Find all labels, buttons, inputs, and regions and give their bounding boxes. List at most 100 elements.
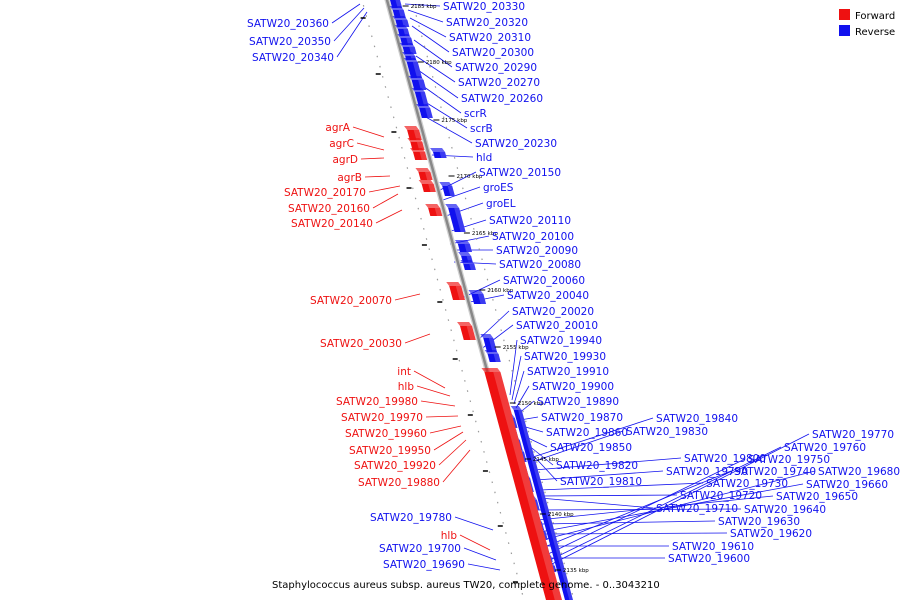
gene-label-groes[interactable]: groES: [483, 182, 514, 194]
gene-label-satw20-19640[interactable]: SATW20_19640: [744, 504, 826, 516]
gene-label-satw20-19760[interactable]: SATW20_19760: [784, 442, 866, 454]
gene-label-satw20-19780[interactable]: SATW20_19780: [370, 512, 452, 524]
gene-label-satw20-19850[interactable]: SATW20_19850: [550, 442, 632, 454]
gene-label-satw20-19830[interactable]: SATW20_19830: [626, 426, 708, 438]
gene-label-satw20-20260[interactable]: SATW20_20260: [461, 93, 543, 105]
leader-line: [467, 563, 501, 571]
leader-line: [541, 520, 716, 525]
leader-line: [442, 449, 471, 483]
gene-label-satw20-20020[interactable]: SATW20_20020: [512, 306, 594, 318]
gene-label-satw20-20110[interactable]: SATW20_20110: [489, 215, 571, 227]
gene-label-satw20-19800[interactable]: SATW20_19800: [684, 453, 766, 465]
gene-label-satw20-19730[interactable]: SATW20_19730: [706, 478, 788, 490]
gene-label-satw20-19960[interactable]: SATW20_19960: [345, 428, 427, 440]
guide-dots-left: [361, 0, 525, 600]
gene-label-satw20-19810[interactable]: SATW20_19810: [560, 476, 642, 488]
forward-gene-block: [418, 180, 436, 192]
reverse-gene-block: [439, 182, 455, 196]
gene-label-satw20-20040[interactable]: SATW20_20040: [507, 290, 589, 302]
gene-label-satw20-19890[interactable]: SATW20_19890: [537, 396, 619, 408]
reverse-gene-block: [480, 334, 498, 352]
gene-label-agrd[interactable]: agrD: [332, 154, 358, 166]
gene-label-satw20-19710[interactable]: SATW20_19710: [656, 503, 738, 515]
leader-line: [416, 385, 451, 397]
gene-label-satw20-20340[interactable]: SATW20_20340: [252, 52, 334, 64]
gene-label-satw20-20360[interactable]: SATW20_20360: [247, 18, 329, 30]
reverse-gene-block: [454, 240, 473, 252]
gene-label-hld[interactable]: hld: [476, 152, 492, 164]
tick-label: 2155 kbp: [503, 345, 529, 351]
gene-label-satw20-20320[interactable]: SATW20_20320: [446, 17, 528, 29]
gene-label-agra[interactable]: agrA: [325, 122, 350, 134]
gene-label-satw20-19840[interactable]: SATW20_19840: [656, 413, 738, 425]
gene-label-satw20-19950[interactable]: SATW20_19950: [349, 445, 431, 457]
gene-label-agrc[interactable]: agrC: [329, 138, 354, 150]
gene-label-satw20-20030[interactable]: SATW20_20030: [320, 338, 402, 350]
gene-label-satw20-19700[interactable]: SATW20_19700: [379, 543, 461, 555]
gene-label-satw20-19860[interactable]: SATW20_19860: [546, 427, 628, 439]
gene-label-satw20-19740[interactable]: SATW20_19740: [734, 466, 816, 478]
gene-label-satw20-19720[interactable]: SATW20_19720: [680, 490, 762, 502]
leader-line: [415, 55, 456, 83]
gene-label-int[interactable]: int: [397, 366, 411, 378]
gene-label-satw20-20100[interactable]: SATW20_20100: [492, 231, 574, 243]
gene-label-satw20-19750[interactable]: SATW20_19750: [748, 454, 830, 466]
leader-line: [356, 142, 385, 151]
gene-label-satw20-20310[interactable]: SATW20_20310: [449, 32, 531, 44]
gene-label-satw20-19940[interactable]: SATW20_19940: [520, 335, 602, 347]
gene-label-satw20-20160[interactable]: SATW20_20160: [288, 203, 370, 215]
gene-label-satw20-20140[interactable]: SATW20_20140: [291, 218, 373, 230]
gene-label-satw20-19790[interactable]: SATW20_19790: [666, 466, 748, 478]
tick-label: 2140 kbp: [548, 512, 574, 518]
gene-label-scrr[interactable]: scrR: [464, 108, 487, 120]
tick-label: 2165 kbp: [472, 231, 498, 237]
coordinate-ticks: 2185 kbp 2180 kbp 2175 kbp 2170 kbp 2165 kbp…: [360, 4, 589, 583]
gene-label-agrb[interactable]: agrB: [337, 172, 362, 184]
gene-label-satw20-19820[interactable]: SATW20_19820: [556, 460, 638, 472]
gene-label-satw20-19920[interactable]: SATW20_19920: [354, 460, 436, 472]
gene-label-satw20-19900[interactable]: SATW20_19900: [532, 381, 614, 393]
gene-label-hlb[interactable]: hlb: [441, 530, 458, 542]
gene-label-scrb[interactable]: scrB: [470, 123, 493, 135]
gene-label-satw20-20350[interactable]: SATW20_20350: [249, 36, 331, 48]
gene-label-satw20-19970[interactable]: SATW20_19970: [341, 412, 423, 424]
forward-gene-block: [457, 322, 476, 340]
gene-label-groel[interactable]: groEL: [486, 198, 516, 210]
gene-label-satw20-19690[interactable]: SATW20_19690: [383, 559, 465, 571]
gene-label-satw20-20290[interactable]: SATW20_20290: [455, 62, 537, 74]
gene-label-satw20-19620[interactable]: SATW20_19620: [730, 528, 812, 540]
leader-line: [331, 3, 361, 24]
gene-label-satw20-19980[interactable]: SATW20_19980: [336, 396, 418, 408]
gene-label-satw20-19650[interactable]: SATW20_19650: [776, 491, 858, 503]
gene-label-satw20-20010[interactable]: SATW20_20010: [516, 320, 598, 332]
leader-line: [438, 439, 467, 466]
gene-label-satw20-19880[interactable]: SATW20_19880: [358, 477, 440, 489]
gene-label-satw20-20080[interactable]: SATW20_20080: [499, 259, 581, 271]
leader-line: [404, 333, 431, 344]
leader-line: [404, 3, 441, 7]
gene-label-satw20-19630[interactable]: SATW20_19630: [718, 516, 800, 528]
leader-line: [463, 547, 497, 561]
gene-label-satw20-19910[interactable]: SATW20_19910: [527, 366, 609, 378]
reverse-gene-block: [468, 290, 487, 304]
gene-label-hlb[interactable]: hlb: [398, 381, 415, 393]
gene-label-satw20-20230[interactable]: SATW20_20230: [475, 138, 557, 150]
gene-label-satw20-19600[interactable]: SATW20_19600: [668, 553, 750, 565]
gene-label-satw20-20170[interactable]: SATW20_20170: [284, 187, 366, 199]
gene-label-satw20-19660[interactable]: SATW20_19660: [806, 479, 888, 491]
reverse-gene-block: [445, 204, 466, 232]
gene-label-satw20-19930[interactable]: SATW20_19930: [524, 351, 606, 363]
gene-label-satw20-20090[interactable]: SATW20_20090: [496, 245, 578, 257]
gene-label-satw20-20330[interactable]: SATW20_20330: [443, 1, 525, 13]
gene-label-satw20-19680[interactable]: SATW20_19680: [818, 466, 900, 478]
forward-gene-block: [446, 282, 465, 300]
gene-label-satw20-20300[interactable]: SATW20_20300: [452, 47, 534, 59]
gene-label-satw20-19610[interactable]: SATW20_19610: [672, 541, 754, 553]
gene-label-satw20-20060[interactable]: SATW20_20060: [503, 275, 585, 287]
gene-label-satw20-20150[interactable]: SATW20_20150: [479, 167, 561, 179]
gene-label-satw20-19770[interactable]: SATW20_19770: [812, 429, 894, 441]
gene-label-satw20-19870[interactable]: SATW20_19870: [541, 412, 623, 424]
gene-label-satw20-20270[interactable]: SATW20_20270: [458, 77, 540, 89]
tick-label: 2160 kbp: [487, 288, 513, 294]
gene-label-satw20-20070[interactable]: SATW20_20070: [310, 295, 392, 307]
